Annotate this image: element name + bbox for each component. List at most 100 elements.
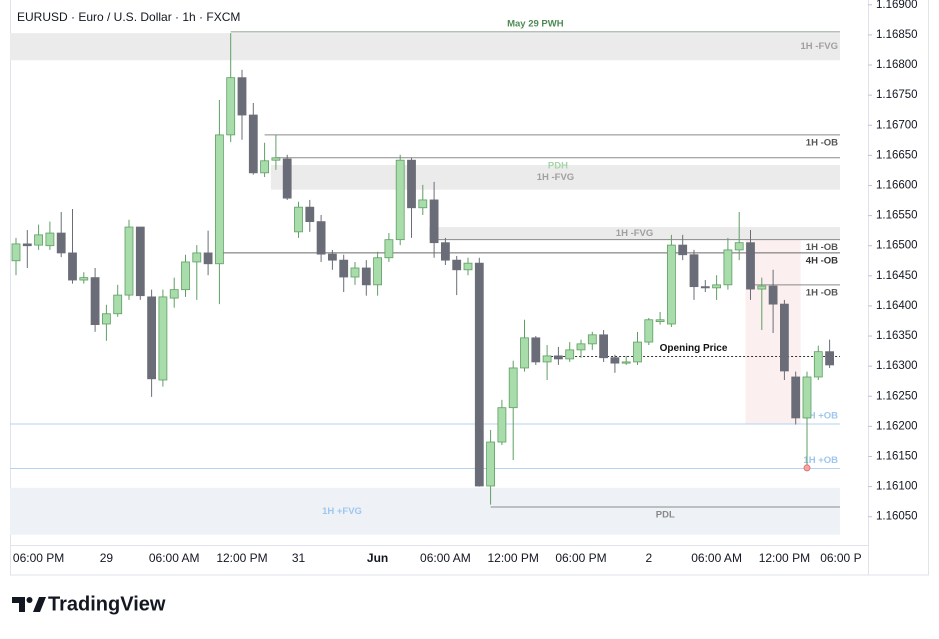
candle-body xyxy=(260,160,270,174)
candle-body xyxy=(633,341,642,363)
zone xyxy=(270,165,840,190)
x-tick-label: 12:00 PM xyxy=(759,551,810,565)
candle-body xyxy=(373,257,383,286)
candle-body xyxy=(655,319,665,322)
candle-body xyxy=(565,349,575,360)
y-tick-label: 1.16700 xyxy=(876,119,918,131)
candle-body xyxy=(158,296,168,381)
candle-body xyxy=(644,319,654,343)
candle-body xyxy=(79,277,89,281)
level-label: May 29 PWH xyxy=(507,18,564,29)
candle-body xyxy=(497,407,507,443)
x-tick-label: 29 xyxy=(100,551,114,565)
candle-body xyxy=(384,239,394,259)
x-tick-label: 12:00 PM xyxy=(216,551,267,565)
candle-body xyxy=(135,226,145,297)
candle-body xyxy=(813,351,823,378)
candle-body xyxy=(576,343,586,351)
candle-body xyxy=(746,242,755,290)
y-tick-label: 1.16300 xyxy=(876,360,918,372)
candle-body xyxy=(147,296,157,380)
level-label: 1H -OB xyxy=(806,242,838,253)
zone-label: 1H +FVG xyxy=(322,506,362,517)
candle-body xyxy=(327,253,337,261)
candle-body xyxy=(554,355,563,360)
y-tick-label: 1.16200 xyxy=(876,420,918,432)
candle-body xyxy=(667,244,676,325)
candle-body xyxy=(305,206,315,223)
candle-body xyxy=(248,114,258,174)
candle-body xyxy=(271,157,281,161)
candle-body xyxy=(407,159,416,209)
level-label: Opening Price xyxy=(660,343,728,354)
x-tick-label: 2 xyxy=(645,551,652,565)
zone-label: 1H -FVG xyxy=(801,41,838,52)
x-tick-label: 06:00 PM xyxy=(13,551,64,565)
candle-body xyxy=(192,252,202,263)
zone-label: 1H -FVG xyxy=(616,228,653,239)
candle-body xyxy=(802,376,812,419)
candle-body xyxy=(102,313,111,325)
x-tick-label: 06:00 PM xyxy=(555,551,606,565)
y-tick-label: 1.16450 xyxy=(876,270,918,282)
candle-body xyxy=(587,334,597,345)
y-tick-label: 1.16400 xyxy=(876,300,918,312)
y-tick-label: 1.16850 xyxy=(876,29,918,41)
candle-body xyxy=(169,289,179,299)
brand: TradingView xyxy=(48,593,166,615)
x-tick-label: 06:00 P xyxy=(820,551,861,565)
candle-body xyxy=(452,259,462,271)
level-label: 1H -OB xyxy=(806,137,838,148)
candle-body xyxy=(418,199,428,209)
level-label: 1H +OB xyxy=(803,455,838,466)
candle-body xyxy=(34,234,43,246)
candle-body xyxy=(689,254,699,288)
level-label: 1H +OB xyxy=(803,410,838,421)
axes: 1.16050 1.16100 1.16150 1.16200 1.16250 1.163… xyxy=(13,0,918,565)
candle-body xyxy=(203,252,213,265)
candle-body xyxy=(734,242,744,251)
zone-label: 1H -FVG xyxy=(537,172,574,183)
y-tick-label: 1.16150 xyxy=(876,451,918,463)
symbol-title: EURUSD · Euro / U.S. Dollar · 1h · FXCM xyxy=(17,10,240,24)
zone xyxy=(10,487,840,535)
candle-body xyxy=(712,284,721,289)
zone xyxy=(429,227,840,240)
candle-body xyxy=(825,351,834,366)
x-tick-label: 06:00 AM xyxy=(420,551,471,565)
candle-body xyxy=(463,262,473,271)
level-label: PDH xyxy=(548,160,568,171)
y-tick-label: 1.16650 xyxy=(876,149,918,161)
candle-body xyxy=(282,158,292,199)
candle-body xyxy=(723,249,733,286)
zone xyxy=(10,33,840,61)
logo-mark xyxy=(12,597,25,612)
candle-body xyxy=(226,77,236,136)
y-tick-label: 1.16350 xyxy=(876,330,918,342)
y-tick-label: 1.16100 xyxy=(876,481,918,493)
x-tick-label: Jun xyxy=(367,551,388,565)
candle-body xyxy=(599,334,608,359)
y-tick-label: 1.16900 xyxy=(876,0,918,11)
candle-body xyxy=(237,77,247,116)
low-marker xyxy=(803,464,811,472)
candle-body xyxy=(429,199,439,244)
candle-body xyxy=(45,232,55,247)
y-tick-label: 1.16500 xyxy=(876,240,918,252)
y-tick-label: 1.16800 xyxy=(876,59,918,71)
candle-body xyxy=(11,243,21,262)
candle-body xyxy=(791,376,801,419)
candle-body xyxy=(780,303,789,372)
candle-body xyxy=(113,294,123,315)
candle-body xyxy=(610,357,620,364)
level-label: 1H -OB xyxy=(806,287,838,298)
candle-body xyxy=(90,277,100,325)
candle-body xyxy=(531,337,541,363)
x-tick-label: 06:00 AM xyxy=(149,551,200,565)
candle-body xyxy=(486,441,496,487)
candle-body xyxy=(621,361,631,364)
candle-body xyxy=(316,221,326,255)
y-tick-label: 1.16750 xyxy=(876,89,918,101)
